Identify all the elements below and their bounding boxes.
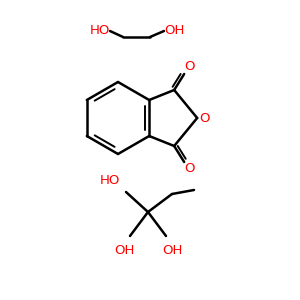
Text: O: O (199, 112, 209, 124)
Text: OH: OH (162, 244, 182, 256)
Text: OH: OH (164, 23, 184, 37)
Text: HO: HO (90, 23, 110, 37)
Text: OH: OH (114, 244, 134, 256)
Text: HO: HO (100, 173, 120, 187)
Text: O: O (184, 163, 194, 176)
Text: O: O (184, 61, 194, 74)
